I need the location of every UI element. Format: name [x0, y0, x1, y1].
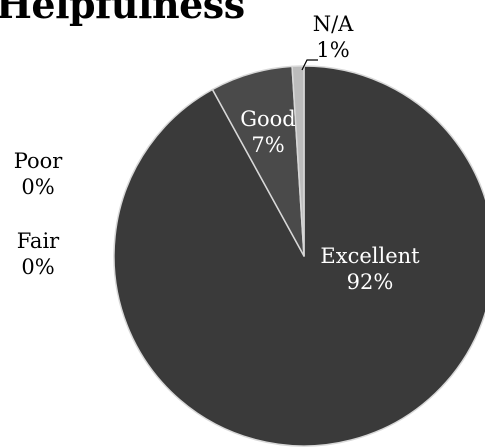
slice-category-good: Good — [240, 107, 296, 131]
slice-value-poor: 0% — [21, 175, 54, 199]
pie-slice-excellent — [113, 65, 485, 447]
slice-category-fair: Fair — [17, 229, 60, 253]
slice-category-excellent: Excellent — [320, 244, 420, 268]
chart-title: Helpfulness — [0, 0, 245, 27]
slice-label-n-a: N/A 1% — [313, 12, 354, 62]
slice-value-fair: 0% — [21, 255, 54, 279]
slice-label-good: Good 7% — [240, 107, 296, 157]
slice-category-poor: Poor — [14, 149, 64, 173]
slice-value-excellent: 92% — [347, 270, 394, 294]
pie-slices — [113, 65, 485, 447]
slice-labels: Excellent 92%Good 7%N/A 1%Poor 0%Fair 0% — [14, 12, 420, 294]
slice-label-excellent: Excellent 92% — [320, 244, 420, 294]
leader-lines — [301, 59, 318, 71]
slice-value-n-a: 1% — [316, 38, 349, 62]
slice-value-good: 7% — [251, 133, 284, 157]
slice-label-fair: Fair 0% — [17, 229, 60, 279]
leader-line-n-a — [301, 59, 318, 71]
slice-category-n-a: N/A — [313, 12, 354, 36]
slice-label-poor: Poor 0% — [14, 149, 64, 199]
